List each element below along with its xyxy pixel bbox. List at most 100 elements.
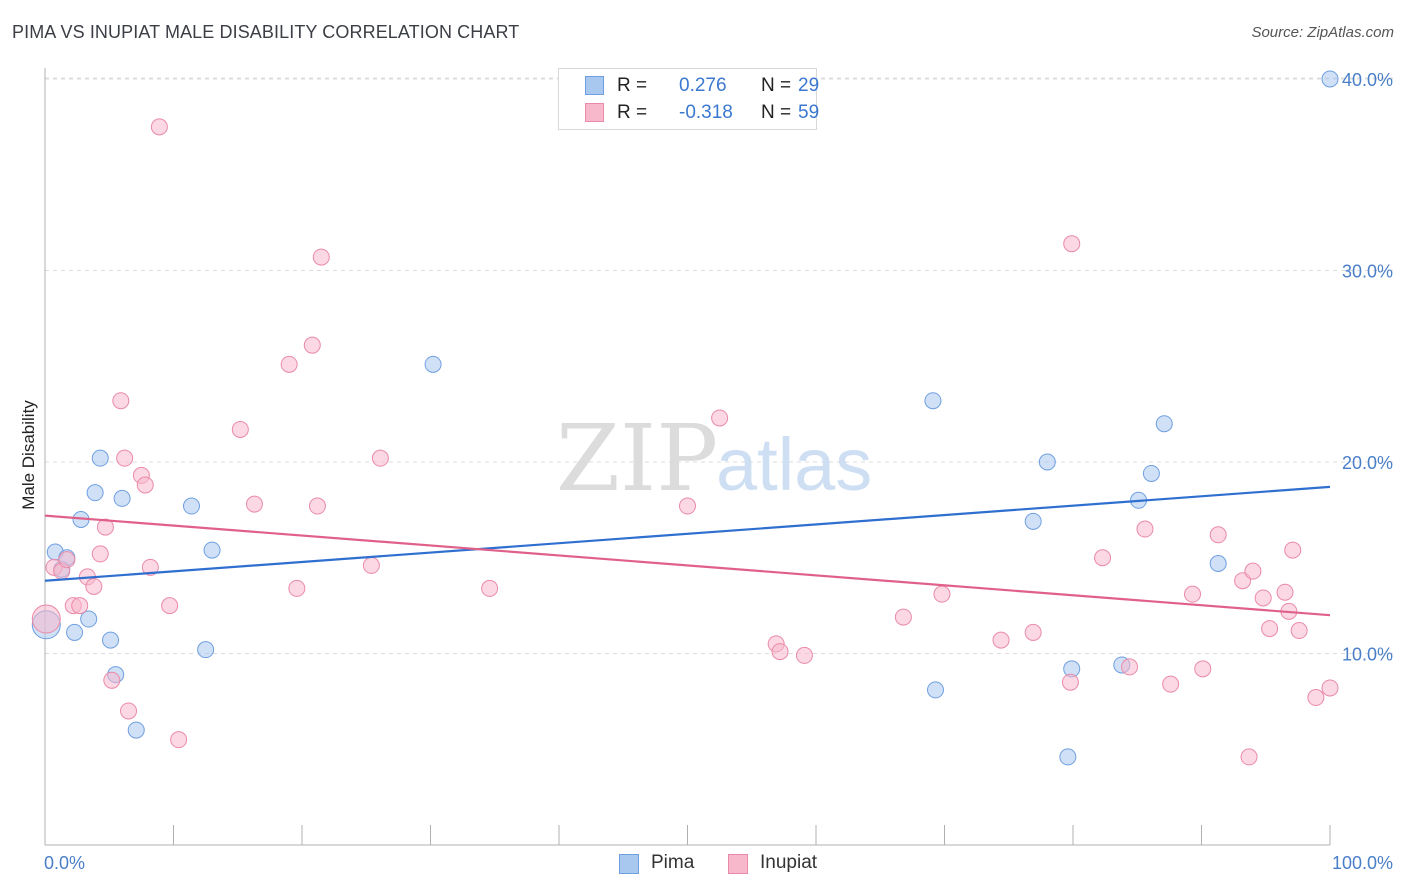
pima-point xyxy=(91,449,109,467)
inupiat-point xyxy=(136,476,154,494)
pima-point xyxy=(1038,453,1056,471)
legend: Pima Inupiat xyxy=(0,852,1406,876)
watermark-atlas: atlas xyxy=(716,423,872,506)
watermark: ZIP atlas xyxy=(556,405,872,512)
inupiat-point xyxy=(91,545,109,563)
inupiat-point xyxy=(1254,589,1272,607)
pima-trend-line xyxy=(44,485,1331,582)
inupiat-point xyxy=(288,579,306,597)
y-axis-label: Male Disability xyxy=(19,400,38,510)
inupiat-point xyxy=(992,631,1010,649)
inupiat-swatch xyxy=(585,103,604,122)
stats-box: R = 0.276 N = 29 R = -0.318 N = 59 xyxy=(558,68,820,130)
watermark-zip: ZIP xyxy=(556,405,718,512)
axes xyxy=(44,68,1331,846)
pima-point xyxy=(203,541,221,559)
trend-lines xyxy=(44,485,1331,617)
inupiat-point xyxy=(933,585,951,603)
inupiat-point xyxy=(231,420,249,438)
inupiat-point xyxy=(170,731,188,749)
inupiat-point xyxy=(1136,520,1154,538)
inupiat-point xyxy=(150,118,168,136)
inupiat-trend-line xyxy=(44,514,1331,617)
pima-point xyxy=(197,641,215,659)
inupiat-point xyxy=(1209,526,1227,544)
inupiat-point xyxy=(312,248,330,266)
inupiat-point xyxy=(1121,658,1139,676)
inupiat-point xyxy=(71,597,89,615)
y-tick-label: 20.0% xyxy=(1342,453,1393,473)
y-tick-label: 10.0% xyxy=(1342,645,1393,665)
chart-title: PIMA VS INUPIAT MALE DISABILITY CORRELAT… xyxy=(12,22,520,42)
inupiat-point xyxy=(116,449,134,467)
n-value: 59 xyxy=(798,102,820,123)
inupiat-point xyxy=(1321,679,1339,697)
n-value: 29 xyxy=(798,75,820,96)
inupiat-point xyxy=(303,336,321,354)
tick-labels: 10.0% 20.0% 30.0% 40.0% 0.0% 100.0% xyxy=(44,70,1393,873)
n-label: N = xyxy=(761,75,792,96)
inupiat-points xyxy=(31,118,1339,766)
inupiat-point xyxy=(1307,689,1325,707)
pima-point xyxy=(127,721,145,739)
inupiat-point xyxy=(481,579,499,597)
inupiat-point xyxy=(1162,675,1180,693)
inupiat-point xyxy=(1094,549,1112,567)
legend-label-pima: Pima xyxy=(651,852,695,873)
inupiat-point xyxy=(103,671,121,689)
n-label: N = xyxy=(761,102,792,123)
inupiat-point xyxy=(1244,562,1262,580)
pima-point xyxy=(424,355,442,373)
r-value: -0.318 xyxy=(679,102,733,123)
pima-point xyxy=(1321,70,1339,88)
inupiat-point xyxy=(1024,623,1042,641)
inupiat-point xyxy=(795,646,813,664)
inupiat-point xyxy=(1240,748,1258,766)
inupiat-point xyxy=(1284,541,1302,559)
inupiat-point xyxy=(85,577,103,595)
inupiat-point xyxy=(141,558,159,576)
pima-point xyxy=(66,623,84,641)
inupiat-point xyxy=(1184,585,1202,603)
inupiat-point xyxy=(679,497,696,515)
pima-point xyxy=(113,489,131,507)
legend-label-inupiat: Inupiat xyxy=(760,852,818,873)
inupiat-point xyxy=(308,497,326,515)
y-tick-label: 40.0% xyxy=(1342,70,1393,90)
pima-swatch xyxy=(585,76,604,95)
inupiat-point xyxy=(362,556,380,574)
x-tick-label: 0.0% xyxy=(44,853,85,873)
pima-point xyxy=(1155,415,1173,433)
inupiat-point xyxy=(1290,622,1308,640)
inupiat-point xyxy=(771,643,789,661)
pima-point xyxy=(182,497,200,515)
pima-point xyxy=(1024,512,1042,530)
source-note: Source: ZipAtlas.com xyxy=(1251,24,1394,41)
pima-point xyxy=(102,631,120,649)
pima-point xyxy=(1142,464,1160,482)
pima-point xyxy=(80,610,98,628)
pima-swatch xyxy=(619,854,639,874)
inupiat-point xyxy=(1261,620,1279,638)
inupiat-point xyxy=(58,551,76,569)
pima-point xyxy=(86,484,104,502)
inupiat-point xyxy=(371,449,389,467)
inupiat-point xyxy=(112,392,130,410)
inupiat-swatch xyxy=(728,854,748,874)
inupiat-point xyxy=(120,702,138,720)
inupiat-point xyxy=(1063,235,1081,253)
inupiat-point xyxy=(245,495,263,513)
inupiat-point xyxy=(280,355,298,373)
y-tick-label: 30.0% xyxy=(1342,262,1393,282)
inupiat-point xyxy=(31,604,61,634)
inupiat-point xyxy=(1276,583,1294,601)
x-tick-label: 100.0% xyxy=(1332,853,1393,873)
inupiat-point xyxy=(1061,673,1079,691)
inupiat-point xyxy=(96,518,114,536)
inupiat-point xyxy=(161,597,179,615)
inupiat-point xyxy=(1194,660,1212,678)
inupiat-point xyxy=(711,409,729,427)
pima-point xyxy=(927,681,945,699)
pima-point xyxy=(1209,554,1227,572)
